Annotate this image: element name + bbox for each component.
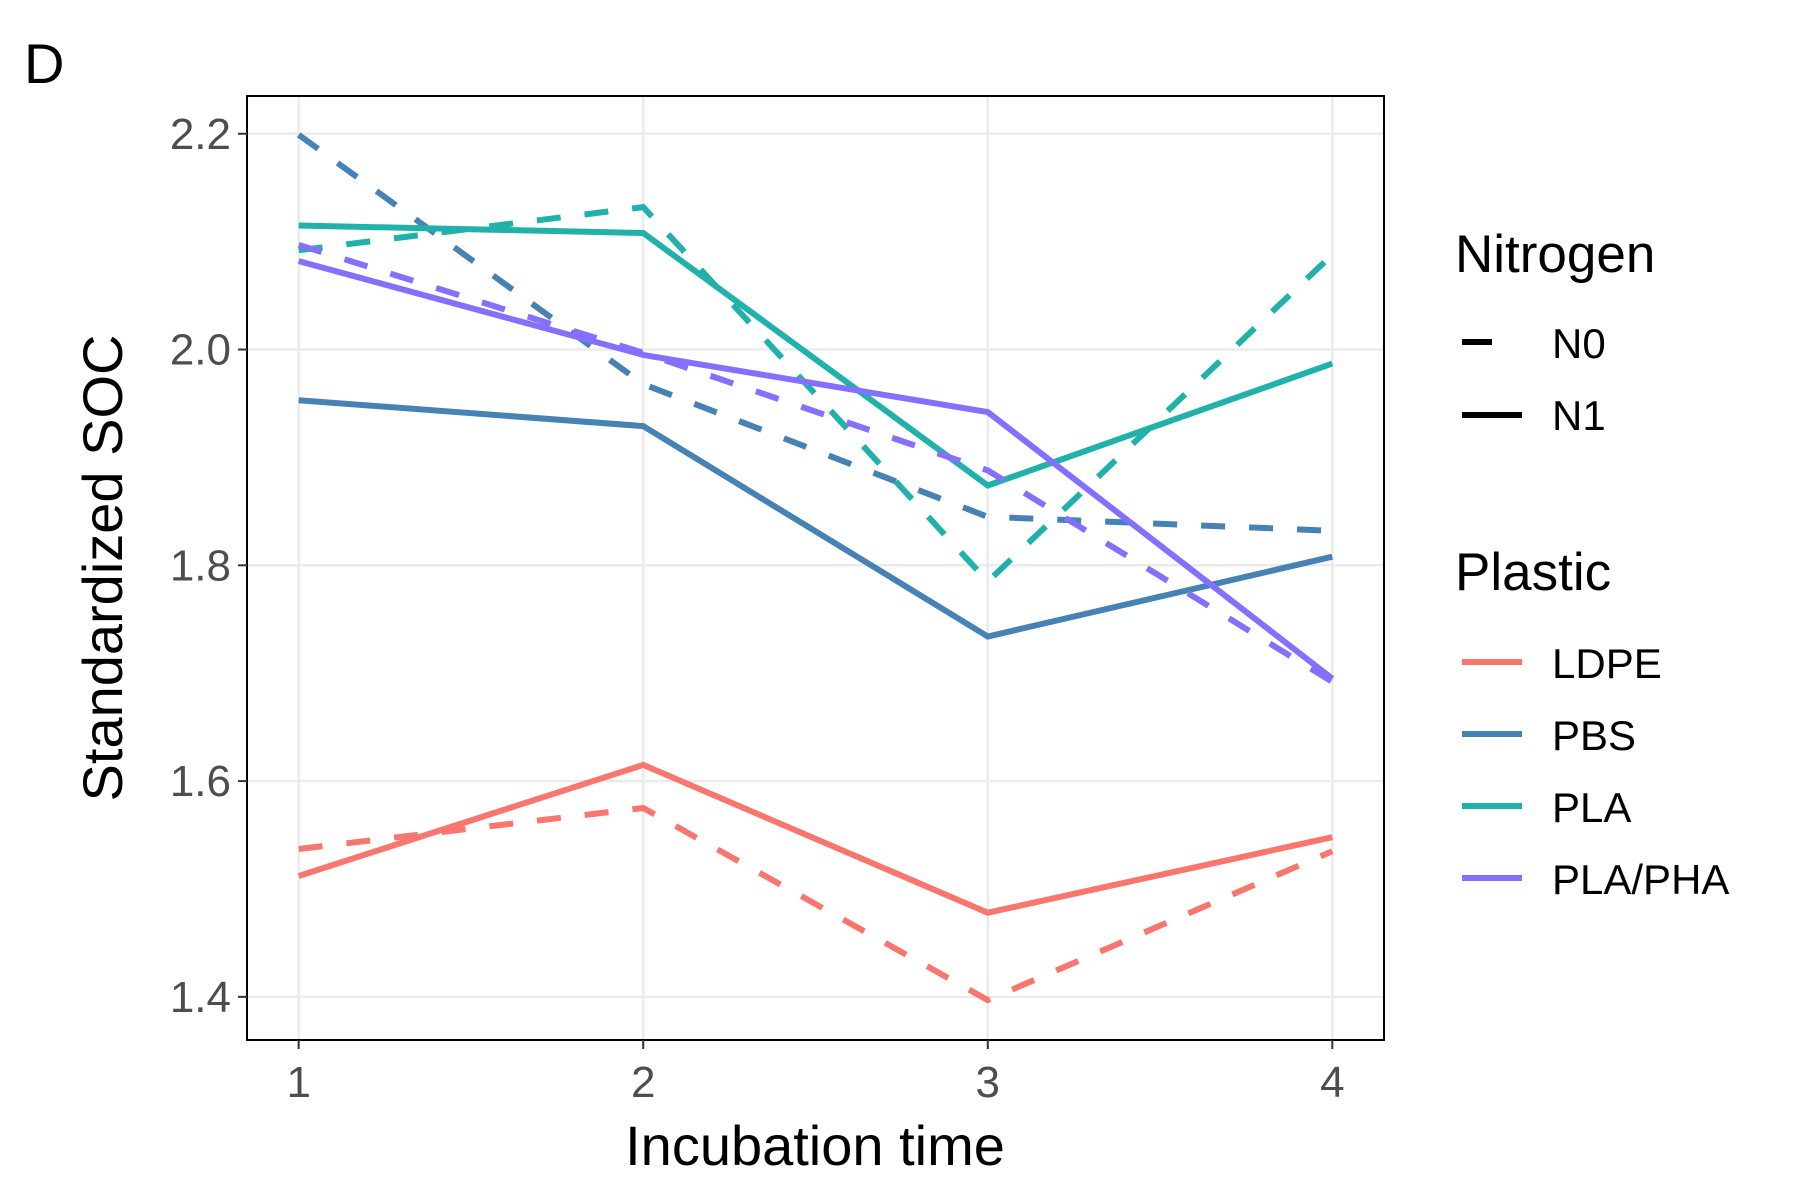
x-tick-label: 1 (286, 1058, 310, 1107)
plot-panel (247, 96, 1384, 1040)
legend-label-pbs: PBS (1552, 712, 1636, 759)
series-line-pla-n1 (298, 222, 1334, 489)
plot-border (246, 95, 1385, 1041)
legend-nitrogen-n1: N1 (1462, 392, 1606, 439)
legend-plastic-pbs: PBS (1462, 712, 1636, 759)
y-tick-label: 1.6 (170, 757, 231, 806)
plot-area: 1.4 1.6 1.8 2.0 2.2 1 2 3 4 (170, 95, 1385, 1107)
legend: Nitrogen N0 N1 Plastic LDPE PBS PLA PLA/… (1455, 225, 1729, 903)
series-line-pbs-n1 (298, 397, 1333, 640)
series-line-pbs-n0 (296, 132, 1333, 534)
legend-label-ldpe: LDPE (1552, 640, 1662, 687)
series-line-pla-pha-n1 (297, 258, 1335, 681)
x-tick-label: 3 (976, 1058, 1000, 1107)
y-tick-label: 1.4 (170, 973, 231, 1022)
series-line-pla-pha-n0 (297, 242, 1334, 685)
y-tick-label: 2.2 (170, 110, 231, 159)
panel-label: D (24, 32, 64, 95)
y-tick-label: 1.8 (170, 541, 231, 590)
y-axis-title: Standardized SOC (71, 335, 134, 802)
legend-plastic-pla-pha: PLA/PHA (1462, 856, 1729, 903)
axis-ticks: 1.4 1.6 1.8 2.0 2.2 1 2 3 4 (170, 110, 1345, 1107)
legend-label-pla: PLA (1552, 784, 1631, 831)
series-line-ldpe-n1 (297, 761, 1333, 916)
gridlines (247, 96, 1384, 1040)
legend-nitrogen-n0: N0 (1462, 320, 1606, 367)
legend-plastic-pla: PLA (1462, 784, 1631, 831)
x-tick-label: 4 (1320, 1058, 1344, 1107)
x-axis-title: Incubation time (625, 1114, 1005, 1177)
legend-label-pla-pha: PLA/PHA (1552, 856, 1729, 903)
legend-nitrogen-title: Nitrogen (1455, 225, 1655, 284)
y-tick-label: 2.0 (170, 326, 231, 375)
series-line-ldpe-n0 (298, 804, 1334, 1004)
x-tick-label: 2 (631, 1058, 655, 1107)
legend-label-n0: N0 (1552, 320, 1606, 367)
legend-plastic-title: Plastic (1455, 543, 1611, 602)
series-lines (296, 132, 1335, 1004)
legend-label-n1: N1 (1552, 392, 1606, 439)
legend-plastic-ldpe: LDPE (1462, 640, 1662, 687)
